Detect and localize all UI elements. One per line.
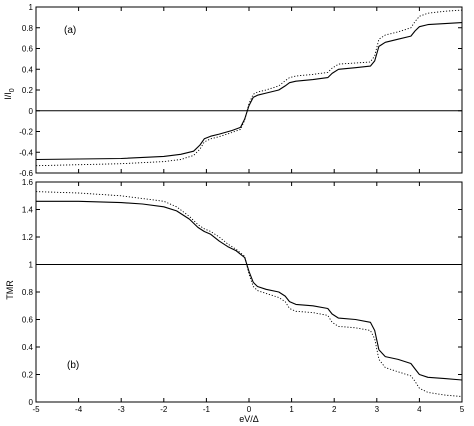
panel-b-y-tick-label: 1 — [29, 261, 34, 270]
panel-b-x-tick-label: -4 — [75, 405, 83, 414]
panel-b-x-tick-label: 2 — [332, 405, 337, 414]
panel-b-y-tick-label: 0.8 — [22, 288, 34, 297]
panel-a-frame — [35, 6, 463, 174]
panel-a-y-tick-label: -0.2 — [19, 128, 33, 137]
panel-a-y-tick-label: 0.2 — [22, 86, 34, 95]
panel-a-ylabel: I/I0 — [3, 88, 16, 100]
panel-b-x-tick-label: -2 — [160, 405, 168, 414]
panel-b-x-tick-label: -1 — [203, 405, 211, 414]
panel-a-label: (a) — [64, 25, 76, 36]
panel-b-y-tick-label: 1.4 — [22, 206, 34, 215]
panel-b-y-tick-label: 1.2 — [22, 233, 34, 242]
panel-b-label: (b) — [67, 360, 79, 371]
panel-a-series-dotted — [35, 9, 463, 167]
panel-b-series-solid — [36, 200, 463, 381]
panel-b: (b) TMR eV/Δ -5 -4 -3 -2 -1 0 1 2 3 4 5 0 0.2 0.4 0.6 0… — [5, 178, 465, 424]
panel-b-x-tick-label: 3 — [375, 405, 380, 414]
panel-b-xlabel: eV/Δ — [239, 414, 259, 424]
panel-a-series-solid — [35, 22, 463, 161]
panel-b-x-tick-label: 1 — [289, 405, 294, 414]
panel-a-y-tick-label: 0.4 — [22, 65, 34, 74]
panel-b-x-tick-label: 5 — [460, 405, 465, 414]
panel-b-y-tick-label: 0.2 — [22, 371, 34, 380]
panel-b-x-tick-label: -3 — [118, 405, 126, 414]
panel-b-x-tick-label: 4 — [417, 405, 422, 414]
panel-b-y-tick-label: 1.6 — [22, 178, 34, 187]
panel-a-y-tick-label: 0.6 — [22, 45, 34, 54]
panel-a-y-tick-label: 0 — [29, 107, 34, 116]
panel-b-y-tick-label: 0 — [29, 398, 34, 407]
panel-a-ylabel-main: I/I — [3, 92, 13, 100]
panel-b-x-tick-label: -5 — [32, 405, 40, 414]
panel-b-y-tick-label: 0.6 — [22, 316, 34, 325]
panel-b-series-dotted — [35, 191, 463, 397]
panel-b-x-tick-label: 0 — [247, 405, 252, 414]
panel-b-frame — [35, 181, 463, 403]
panel-a-y-tick-label: 0.8 — [22, 24, 34, 33]
panel-a-y-tick-label: -0.4 — [19, 148, 33, 157]
panel-a-y-tick-label: -0.6 — [19, 169, 33, 178]
panel-a: (a) I/I0 -0.6-0.4-0.200.20.40.60.81 — [3, 3, 463, 178]
panel-a-ylabel-sub: 0 — [9, 88, 16, 92]
panel-b-ylabel: TMR — [5, 280, 15, 300]
panel-a-y-tick-label: 1 — [29, 3, 34, 12]
panel-b-y-tick-label: 0.4 — [22, 343, 34, 352]
